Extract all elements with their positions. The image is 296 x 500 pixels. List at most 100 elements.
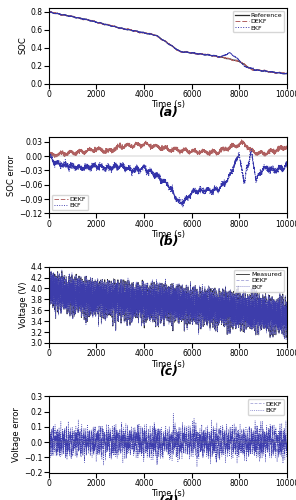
Line: Measured: Measured [49, 272, 287, 338]
Text: (a): (a) [158, 106, 178, 118]
Measured [267, 308, 270, 314]
EKF [285, 312, 289, 318]
Y-axis label: SOC error: SOC error [7, 154, 17, 196]
Reference [47, 9, 51, 15]
EKF [195, 464, 199, 470]
Measured [283, 335, 286, 341]
DEKF [193, 306, 197, 312]
DEKF [193, 146, 197, 152]
EKF [171, 410, 175, 416]
Line: EKF: EKF [49, 12, 287, 74]
Text: (b): (b) [158, 236, 178, 248]
DEKF [93, 442, 96, 448]
Measured [47, 288, 51, 294]
DEKF [221, 430, 225, 436]
DEKF [77, 292, 81, 298]
Reference [93, 18, 96, 24]
DEKF [257, 67, 260, 73]
DEKF [77, 445, 81, 451]
EKF [47, 152, 51, 158]
Text: (c): (c) [159, 365, 177, 378]
DEKF [93, 150, 96, 156]
EKF [47, 288, 51, 294]
DEKF [60, 267, 64, 273]
DEKF [257, 149, 260, 155]
Line: Reference: Reference [49, 12, 287, 74]
EKF [221, 182, 225, 188]
DEKF [267, 432, 270, 438]
EKF [221, 434, 225, 440]
Line: DEKF: DEKF [49, 422, 287, 460]
EKF [267, 166, 270, 172]
DEKF [47, 154, 51, 160]
Legend: DEKF, EKF: DEKF, EKF [248, 400, 284, 415]
EKF [221, 314, 225, 320]
Reference [221, 54, 225, 60]
Y-axis label: Voltage error: Voltage error [12, 407, 21, 462]
EKF [193, 306, 197, 312]
EKF [193, 436, 197, 442]
EKF [47, 8, 51, 14]
EKF [77, 14, 81, 20]
DEKF [47, 442, 51, 448]
EKF [282, 71, 285, 77]
DEKF [221, 315, 225, 321]
DEKF [285, 312, 289, 318]
DEKF [240, 136, 243, 142]
EKF [221, 53, 225, 59]
EKF [193, 188, 197, 194]
X-axis label: Time (s): Time (s) [151, 489, 185, 498]
Line: EKF: EKF [49, 150, 287, 208]
EKF [267, 308, 270, 314]
Reference [267, 69, 270, 75]
DEKF [48, 8, 51, 14]
EKF [77, 166, 81, 172]
DEKF [285, 70, 289, 76]
EKF [93, 162, 96, 168]
Line: DEKF: DEKF [49, 270, 287, 339]
X-axis label: Time (s): Time (s) [151, 360, 185, 368]
Reference [48, 9, 51, 15]
DEKF [77, 148, 81, 154]
Y-axis label: Voltage (V): Voltage (V) [19, 282, 28, 328]
EKF [257, 172, 260, 178]
Legend: Reference, DEKF, EKF: Reference, DEKF, EKF [233, 10, 284, 32]
Measured [285, 312, 289, 318]
EKF [250, 146, 253, 152]
DEKF [47, 289, 51, 295]
EKF [257, 67, 260, 73]
DEKF [267, 308, 270, 314]
DEKF [77, 15, 81, 21]
X-axis label: Time (s): Time (s) [151, 100, 185, 110]
Line: DEKF: DEKF [49, 12, 287, 74]
DEKF [285, 142, 289, 148]
EKF [267, 68, 270, 74]
Reference [77, 14, 81, 20]
Line: EKF: EKF [49, 270, 287, 340]
Measured [221, 316, 225, 322]
EKF [193, 50, 197, 56]
Y-axis label: SOC: SOC [19, 36, 28, 54]
Text: (d): (d) [158, 494, 178, 500]
EKF [93, 442, 96, 448]
DEKF [257, 434, 260, 440]
DEKF [193, 436, 197, 442]
Legend: DEKF, EKF: DEKF, EKF [52, 195, 88, 210]
EKF [47, 9, 51, 15]
DEKF [47, 9, 51, 15]
EKF [285, 438, 289, 444]
DEKF [193, 50, 197, 56]
Reference [285, 70, 289, 76]
Line: DEKF: DEKF [49, 140, 287, 158]
DEKF [192, 419, 196, 425]
Measured [93, 311, 96, 317]
Line: EKF: EKF [49, 414, 287, 467]
DEKF [93, 312, 96, 318]
DEKF [257, 314, 260, 320]
EKF [47, 440, 51, 446]
DEKF [281, 456, 285, 462]
EKF [77, 290, 81, 296]
EKF [285, 70, 289, 76]
EKF [93, 18, 96, 24]
DEKF [267, 69, 270, 75]
